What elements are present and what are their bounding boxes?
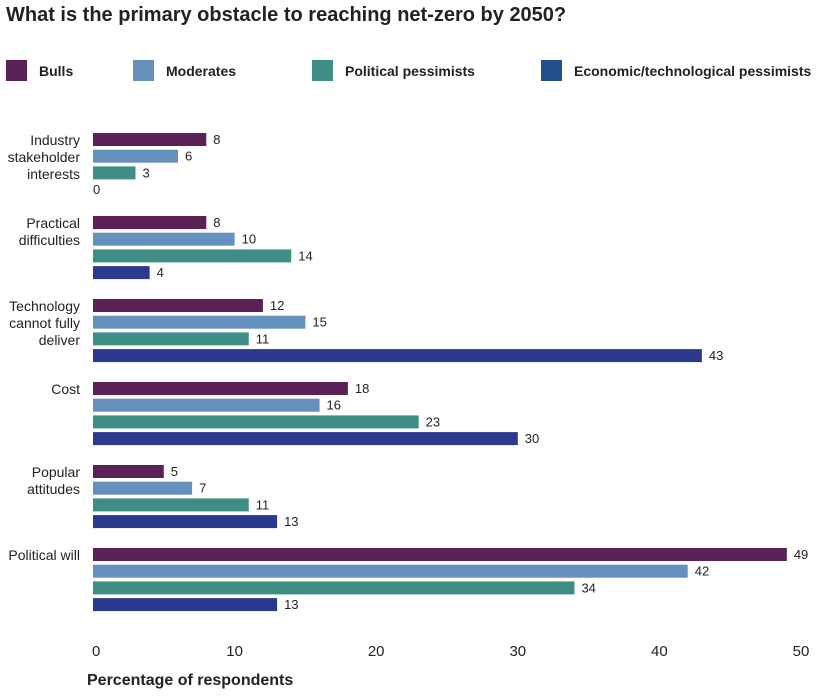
bar (93, 382, 348, 395)
data-label: 13 (284, 597, 298, 612)
data-label: 15 (312, 315, 326, 330)
bar (93, 432, 518, 446)
data-label: 4 (157, 265, 164, 280)
data-label: 6 (185, 149, 192, 164)
legend-swatch (6, 60, 27, 81)
bar (93, 349, 702, 363)
data-label: 11 (256, 497, 270, 512)
legend-swatch (312, 60, 333, 81)
legend-swatch (541, 60, 562, 81)
bar (93, 149, 178, 163)
category-label: interests (27, 166, 80, 182)
legend-item: Moderates (133, 60, 236, 81)
data-label: 14 (298, 248, 312, 263)
category-label: Industry (30, 132, 80, 148)
data-label: 12 (270, 298, 284, 313)
data-label: 5 (171, 464, 178, 479)
data-label: 34 (581, 580, 595, 595)
x-axis-label: Percentage of respondents (87, 672, 294, 689)
category-label: difficulties (19, 232, 80, 248)
x-tick-label: 30 (509, 643, 526, 660)
legend-label: Bulls (39, 62, 74, 79)
bar (93, 266, 150, 280)
x-tick-label: 50 (793, 643, 810, 660)
data-label: 18 (355, 381, 369, 396)
category-label: Political will (8, 547, 80, 563)
chart-title: What is the primary obstacle to reaching… (6, 4, 567, 26)
data-label: 3 (142, 165, 149, 180)
data-label: 11 (256, 331, 270, 346)
bar (93, 315, 306, 329)
category-label: Cost (51, 381, 80, 397)
category-label: stakeholder (8, 149, 81, 165)
bar (93, 398, 320, 412)
data-label: 8 (213, 132, 220, 147)
bar (93, 548, 787, 561)
x-tick-label: 40 (651, 643, 668, 660)
legend-label: Economic/technological pessimists (574, 62, 812, 79)
data-label: 10 (242, 232, 256, 247)
bar (93, 332, 249, 346)
category-label: deliver (39, 332, 81, 348)
data-label: 13 (284, 514, 298, 529)
bar (93, 166, 136, 180)
x-tick-label: 0 (92, 643, 100, 660)
bar (93, 481, 193, 495)
data-label: 43 (709, 348, 723, 363)
legend-item: Bulls (6, 60, 73, 81)
data-label: 42 (695, 564, 709, 579)
bar (93, 216, 207, 229)
data-label: 8 (213, 215, 220, 230)
bar (93, 133, 207, 146)
data-label: 7 (199, 481, 206, 496)
data-label: 30 (525, 431, 539, 446)
x-tick-label: 20 (368, 643, 385, 660)
legend-item: Political pessimists (312, 60, 475, 81)
legend-item: Economic/technological pessimists (541, 60, 811, 81)
bar (93, 598, 278, 612)
bar (93, 498, 249, 512)
bar (93, 249, 292, 263)
legend-swatch (133, 60, 154, 81)
bar (93, 415, 419, 429)
data-label: 23 (426, 414, 440, 429)
bar (93, 564, 688, 578)
bar (93, 581, 575, 595)
category-label: Practical (26, 215, 80, 231)
legend-label: Moderates (166, 62, 237, 79)
data-label: 16 (327, 398, 341, 413)
category-label: cannot fully (9, 315, 80, 331)
bar (93, 515, 278, 529)
category-label: attitudes (27, 481, 80, 497)
x-tick-label: 10 (226, 643, 243, 660)
data-label: 0 (93, 182, 100, 197)
category-label: Popular (32, 464, 81, 480)
bar (93, 465, 164, 478)
data-label: 49 (794, 547, 808, 562)
category-label: Technology (9, 298, 80, 314)
legend-label: Political pessimists (345, 62, 475, 79)
bar (93, 232, 235, 246)
bar (93, 299, 263, 312)
